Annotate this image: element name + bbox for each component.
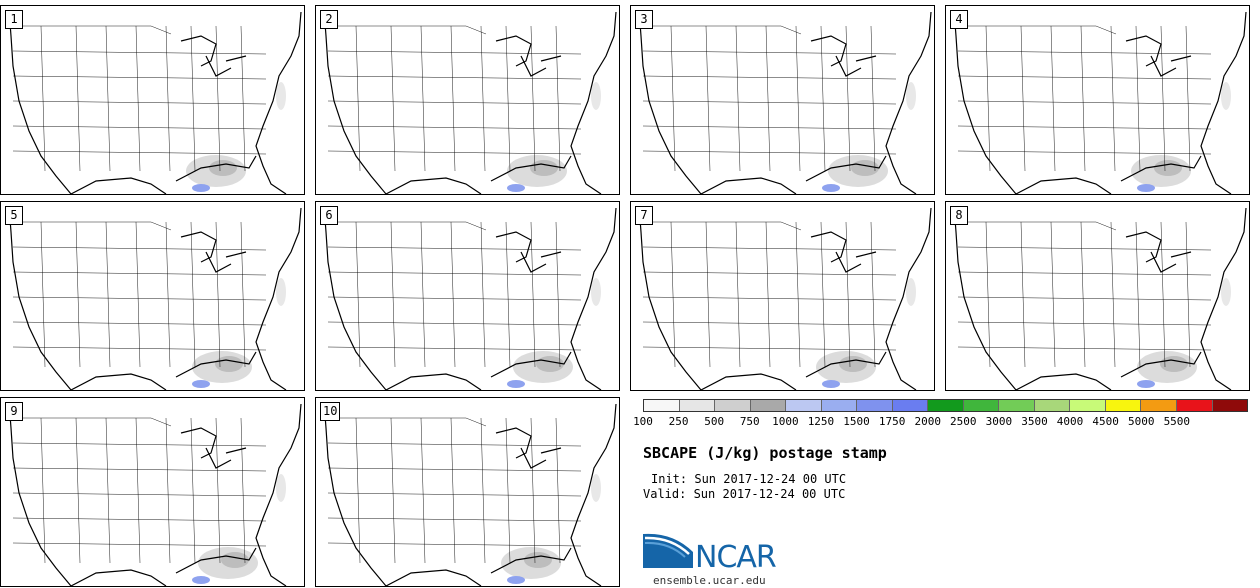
site-url: ensemble.ucar.edu bbox=[653, 574, 766, 587]
member-panel-3[interactable]: 3 bbox=[630, 5, 935, 195]
member-label: 3 bbox=[635, 10, 653, 29]
us-map bbox=[953, 205, 1247, 390]
us-map bbox=[323, 205, 617, 390]
us-map bbox=[8, 401, 302, 586]
us-map bbox=[638, 205, 932, 390]
member-label: 2 bbox=[320, 10, 338, 29]
colorbar-swatch bbox=[1176, 400, 1213, 411]
colorbar-swatch bbox=[857, 400, 893, 411]
colorbar-tick-label: 5000 bbox=[1127, 415, 1155, 428]
member-panel-9[interactable]: 9 bbox=[0, 397, 305, 587]
us-map bbox=[8, 9, 302, 194]
colorbar-tick-label: 5500 bbox=[1163, 415, 1191, 428]
member-label: 10 bbox=[320, 402, 341, 421]
colorbar-tick-label: 1000 bbox=[772, 415, 799, 428]
colorbar-swatch bbox=[821, 400, 858, 411]
colorbar-tick-label: 4000 bbox=[1056, 415, 1084, 428]
member-panel-1[interactable]: 1 bbox=[0, 5, 305, 195]
us-map bbox=[323, 401, 617, 586]
member-label: 5 bbox=[5, 206, 23, 225]
colorbar-tick-label: 3500 bbox=[1021, 415, 1048, 428]
valid-time: Valid: Sun 2017-12-24 00 UTC bbox=[643, 487, 846, 501]
colorbar-tick-label: 2000 bbox=[914, 415, 941, 428]
member-label: 6 bbox=[320, 206, 338, 225]
colorbar-swatch bbox=[786, 400, 822, 411]
member-panel-5[interactable]: 5 bbox=[0, 201, 305, 391]
member-panel-2[interactable]: 2 bbox=[315, 5, 620, 195]
colorbar-swatch bbox=[1034, 400, 1071, 411]
colorbar-swatch bbox=[892, 400, 929, 411]
ncar-logo-text: NCAR bbox=[695, 540, 777, 575]
member-panel-10[interactable]: 10 bbox=[315, 397, 620, 587]
member-label: 8 bbox=[950, 206, 968, 225]
colorbar-swatch bbox=[963, 400, 1000, 411]
colorbar-tick-label: 1250 bbox=[807, 415, 835, 428]
colorbar-tick-label: 250 bbox=[668, 415, 689, 428]
colorbar-ticks: 100 250 500 750 1000 1250 1500 1750 2000 2500 3000… bbox=[633, 415, 1248, 429]
colorbar-swatch bbox=[679, 400, 716, 411]
member-panel-6[interactable]: 6 bbox=[315, 201, 620, 391]
init-time: Init: Sun 2017-12-24 00 UTC bbox=[651, 472, 847, 486]
colorbar-swatch bbox=[750, 400, 787, 411]
colorbar-tick-label: 2500 bbox=[950, 415, 977, 428]
member-panel-7[interactable]: 7 bbox=[630, 201, 935, 391]
colorbar-swatch bbox=[928, 400, 964, 411]
member-panel-4[interactable]: 4 bbox=[945, 5, 1250, 195]
us-map bbox=[323, 9, 617, 194]
colorbar-tick-label: 4500 bbox=[1092, 415, 1119, 428]
us-map bbox=[953, 9, 1247, 194]
ncar-logo-icon bbox=[643, 533, 693, 568]
us-map bbox=[638, 9, 932, 194]
colorbar-swatch bbox=[1141, 400, 1177, 411]
colorbar-swatch bbox=[644, 400, 680, 411]
colorbar-tick-label: 750 bbox=[739, 415, 760, 428]
member-label: 1 bbox=[5, 10, 23, 29]
colorbar-tick-label: 3000 bbox=[985, 415, 1013, 428]
us-map bbox=[8, 205, 302, 390]
colorbar-swatch bbox=[1105, 400, 1142, 411]
colorbar-tick-label: 100 bbox=[633, 415, 653, 428]
member-label: 7 bbox=[635, 206, 653, 225]
colorbar-tick-label: 500 bbox=[704, 415, 725, 428]
colorbar-swatch bbox=[715, 400, 751, 411]
member-panel-8[interactable]: 8 bbox=[945, 201, 1250, 391]
chart-title: SBCAPE (J/kg) postage stamp bbox=[643, 444, 887, 462]
colorbar-swatch bbox=[999, 400, 1035, 411]
member-label: 4 bbox=[950, 10, 968, 29]
colorbar bbox=[643, 399, 1248, 412]
colorbar-tick-label: 1750 bbox=[878, 415, 906, 428]
colorbar-swatch bbox=[1070, 400, 1106, 411]
colorbar-swatch bbox=[1212, 400, 1248, 411]
member-label: 9 bbox=[5, 402, 23, 421]
colorbar-tick-label: 1500 bbox=[843, 415, 870, 428]
